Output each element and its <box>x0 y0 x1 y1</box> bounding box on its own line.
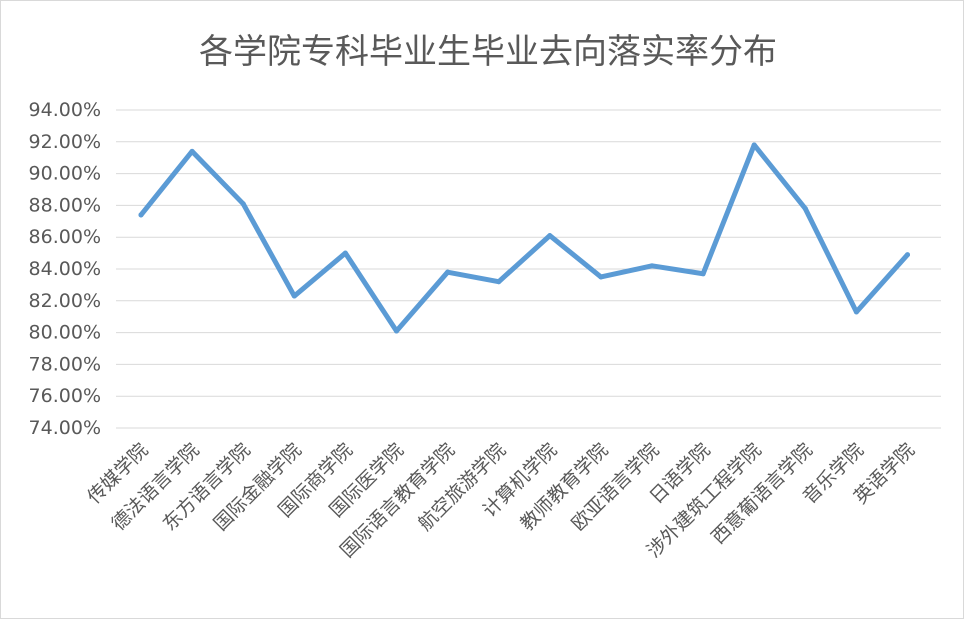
x-axis-categories: 传媒学院德法语言学院东方语言学院国际金融学院国际商学院国际医学院国际语言教育学院… <box>83 439 919 562</box>
y-tick-label: 82.00% <box>29 290 101 312</box>
y-tick-label: 78.00% <box>29 353 101 375</box>
series-line <box>138 142 910 334</box>
data-point <box>598 274 604 280</box>
data-point <box>547 233 553 239</box>
gridlines <box>116 109 941 429</box>
data-point <box>445 269 451 275</box>
y-tick-label: 94.00% <box>29 99 101 121</box>
data-point <box>802 206 808 212</box>
y-tick-label: 76.00% <box>29 385 101 407</box>
data-point <box>138 212 144 218</box>
data-point <box>291 293 297 299</box>
data-point <box>751 142 757 148</box>
data-point <box>394 328 399 334</box>
data-point <box>700 271 706 277</box>
y-tick-label: 74.00% <box>29 417 101 439</box>
y-tick-label: 80.00% <box>29 322 101 344</box>
y-tick-label: 88.00% <box>29 194 101 216</box>
series-layer <box>138 142 910 334</box>
chart-title: 各学院专科毕业生毕业去向落实率分布 <box>199 32 777 72</box>
data-point <box>342 250 348 256</box>
y-axis-ticks: 94.00% 92.00% 90.00% 88.00% 86.00% 84.00% 82.0… <box>29 99 101 439</box>
y-tick-label: 84.00% <box>29 258 101 280</box>
y-tick-label: 86.00% <box>29 226 101 248</box>
data-point <box>189 148 195 154</box>
data-point <box>905 252 910 258</box>
y-tick-label: 92.00% <box>29 131 101 153</box>
data-point <box>496 279 502 285</box>
data-point <box>853 309 859 315</box>
y-tick-label: 90.00% <box>29 163 101 185</box>
data-point <box>240 201 246 207</box>
data-point <box>649 263 655 269</box>
